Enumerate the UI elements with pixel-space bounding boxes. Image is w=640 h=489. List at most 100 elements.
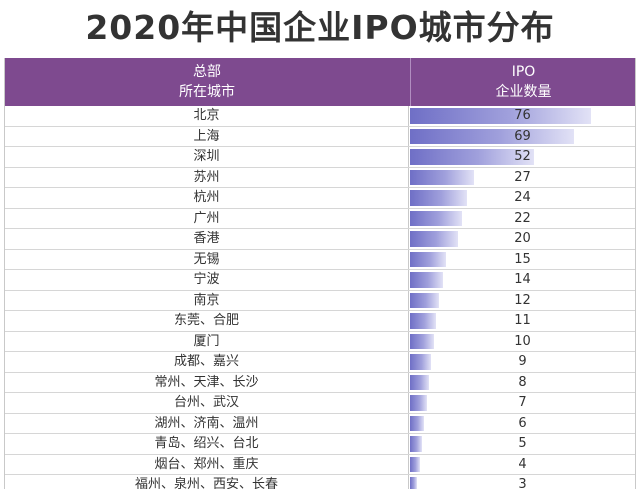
bar-value-label: 5 (518, 436, 527, 451)
city-label: 香港 (5, 229, 409, 249)
bar (410, 354, 431, 370)
city-label: 广州 (5, 208, 409, 228)
ipo-table: 总部 所在城市 IPO 企业数量 北京 76 上海 69 深圳 52 苏州 27 杭州 24 广州 2… (4, 58, 636, 489)
header-city-line1: 总部 (193, 64, 221, 80)
header-ipo: IPO 企业数量 (410, 58, 635, 106)
table-row: 烟台、郑州、重庆 4 (5, 454, 635, 475)
bar-value-label: 8 (518, 374, 527, 390)
bar-value-label: 69 (514, 128, 531, 144)
bar-value-label: 27 (514, 169, 531, 185)
table-row: 杭州 24 (5, 188, 635, 209)
bar (410, 128, 574, 144)
table-row: 苏州 27 (5, 167, 635, 188)
bar-cell: 4 (410, 455, 635, 475)
bar (410, 415, 424, 431)
city-label: 上海 (5, 126, 409, 146)
city-label: 杭州 (5, 188, 409, 208)
table-row: 东莞、合肥 11 (5, 311, 635, 332)
city-label: 南京 (5, 290, 409, 310)
city-label: 北京 (5, 106, 409, 126)
bar-value-label: 12 (514, 292, 531, 308)
bar-cell: 69 (410, 127, 635, 147)
bar (410, 190, 467, 206)
table-row: 常州、天津、长沙 8 (5, 372, 635, 393)
bar (410, 210, 462, 226)
bar (410, 374, 429, 390)
table-row: 深圳 52 (5, 147, 635, 168)
bar (410, 313, 436, 329)
bar-value-label: 52 (514, 149, 531, 164)
bar-cell: 24 (410, 188, 635, 208)
bar-value-label: 24 (514, 190, 531, 205)
bar-value-label: 22 (514, 210, 531, 226)
city-label: 苏州 (5, 167, 409, 187)
table-row: 青岛、绍兴、台北 5 (5, 434, 635, 455)
bar-cell: 7 (410, 393, 635, 413)
bar (410, 456, 420, 472)
city-label: 常州、天津、长沙 (5, 372, 409, 392)
bar-cell: 76 (410, 106, 635, 126)
table-row: 福州、泉州、西安、长春 3 (5, 475, 635, 489)
table-row: 香港 20 (5, 229, 635, 250)
table-row: 北京 76 (5, 106, 635, 127)
bar (410, 149, 534, 165)
bar-value-label: 14 (514, 272, 531, 287)
bar (410, 108, 591, 124)
bar-cell: 9 (410, 352, 635, 372)
city-label: 无锡 (5, 249, 409, 269)
bar-cell: 12 (410, 291, 635, 311)
bar (410, 251, 446, 267)
bar-value-label: 6 (518, 415, 527, 431)
bar-value-label: 10 (514, 333, 531, 349)
bar-cell: 14 (410, 270, 635, 290)
city-label: 宁波 (5, 270, 409, 290)
bar-cell: 27 (410, 168, 635, 188)
bar-value-label: 20 (514, 231, 531, 246)
bar-cell: 15 (410, 250, 635, 270)
header-ipo-line2: 企业数量 (495, 84, 552, 100)
bar (410, 272, 443, 288)
bar (410, 477, 417, 489)
bar-value-label: 15 (514, 251, 531, 267)
bar-value-label: 3 (518, 477, 527, 489)
table-row: 南京 12 (5, 290, 635, 311)
city-label: 台州、武汉 (5, 393, 409, 413)
header-ipo-line1: IPO (511, 64, 536, 80)
bar-value-label: 9 (518, 354, 527, 369)
bar-value-label: 4 (518, 456, 527, 472)
bar-cell: 6 (410, 414, 635, 434)
bar-value-label: 7 (518, 395, 527, 410)
bar-cell: 52 (410, 147, 635, 167)
bar (410, 231, 458, 247)
table-row: 广州 22 (5, 208, 635, 229)
table-body: 北京 76 上海 69 深圳 52 苏州 27 杭州 24 广州 22 香港 20 无锡 15 宁波 14 南京 12… (5, 106, 635, 489)
bar-cell: 10 (410, 332, 635, 352)
bar (410, 292, 439, 308)
bar (410, 436, 422, 452)
city-label: 东莞、合肥 (5, 311, 409, 331)
bar-cell: 11 (410, 311, 635, 331)
city-label: 福州、泉州、西安、长春 (5, 475, 409, 489)
table-row: 无锡 15 (5, 249, 635, 270)
table-row: 湖州、济南、温州 6 (5, 413, 635, 434)
bar-value-label: 11 (514, 313, 531, 328)
header-city-line2: 所在城市 (179, 84, 235, 100)
bar-cell: 5 (410, 434, 635, 454)
bar-value-label: 76 (514, 108, 531, 123)
city-label: 湖州、济南、温州 (5, 413, 409, 433)
table-header: 总部 所在城市 IPO 企业数量 (5, 58, 635, 106)
table-row: 台州、武汉 7 (5, 393, 635, 414)
city-label: 烟台、郑州、重庆 (5, 454, 409, 474)
bar (410, 395, 427, 411)
bar-cell: 3 (410, 475, 635, 489)
page-title: 2020年中国企业IPO城市分布 (85, 8, 555, 47)
bar-cell: 22 (410, 209, 635, 229)
table-row: 成都、嘉兴 9 (5, 352, 635, 373)
bar-cell: 8 (410, 373, 635, 393)
city-label: 成都、嘉兴 (5, 352, 409, 372)
header-city: 总部 所在城市 (5, 58, 409, 106)
city-label: 厦门 (5, 331, 409, 351)
table-row: 上海 69 (5, 126, 635, 147)
table-row: 宁波 14 (5, 270, 635, 291)
city-label: 青岛、绍兴、台北 (5, 434, 409, 454)
